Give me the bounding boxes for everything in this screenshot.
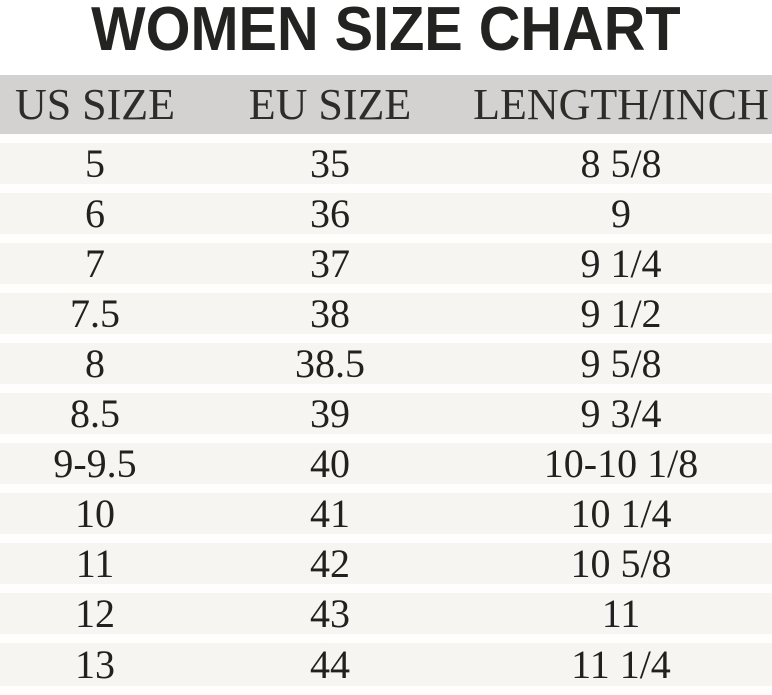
table-row: 7 37 9 1/4	[0, 234, 772, 284]
table-cell: 11 1/4	[571, 641, 671, 687]
table-cell: 9-9.5	[53, 440, 137, 486]
table-cell: 44	[310, 641, 350, 687]
table-cell: 37	[310, 240, 350, 286]
table-cell: 10	[75, 490, 115, 536]
table-cell: 10 1/4	[570, 490, 672, 536]
table-cell: 6	[85, 190, 105, 236]
table-row: 9-9.5 40 10-10 1/8	[0, 434, 772, 484]
table-cell: 10 5/8	[570, 540, 672, 586]
table-cell: 9	[611, 190, 631, 236]
table-row: 11 42 10 5/8	[0, 534, 772, 584]
table-cell: 9 1/4	[580, 240, 662, 286]
table-cell: 7	[85, 240, 105, 286]
table-cell: 38.5	[295, 340, 365, 386]
table-cell: 38	[310, 290, 350, 336]
table-row: 8.5 39 9 3/4	[0, 384, 772, 434]
table-cell: 5	[85, 140, 105, 186]
table-row: 13 44 11 1/4	[0, 634, 772, 686]
table-cell: 7.5	[70, 290, 120, 336]
table-cell: 13	[75, 641, 115, 687]
table-cell: 9 3/4	[580, 390, 662, 436]
table-cell: 9 1/2	[580, 290, 662, 336]
title-band: WOMEN SIZE CHART	[0, 0, 772, 75]
table-cell: 42	[310, 540, 350, 586]
table-row: 8 38.5 9 5/8	[0, 334, 772, 384]
table-cell: 35	[310, 140, 350, 186]
table-cell: 39	[310, 390, 350, 436]
table-row: 6 36 9	[0, 184, 772, 234]
table-row: 7.5 38 9 1/2	[0, 284, 772, 334]
table-cell: 40	[310, 440, 350, 486]
table-cell: 10-10 1/8	[543, 440, 699, 486]
table-cell: 41	[310, 490, 350, 536]
table-row: 12 43 11	[0, 584, 772, 634]
table-body: 5 35 8 5/8 6 36 9 7 37 9 1/4 7.5 38 9 1/2 8 38.5 9 5/8…	[0, 134, 772, 686]
column-header-us-size: US SIZE	[14, 79, 176, 129]
table-cell: 11	[601, 590, 641, 636]
table-cell: 9 5/8	[580, 340, 662, 386]
column-header-length-inch: LENGTH/INCH	[473, 79, 769, 129]
table-row: 5 35 8 5/8	[0, 134, 772, 184]
table-header-row: US SIZE EU SIZE LENGTH/INCH	[0, 75, 772, 134]
table-cell: 8 5/8	[580, 140, 662, 186]
table-cell: 36	[310, 190, 350, 236]
table-cell: 11	[75, 540, 115, 586]
page-title: WOMEN SIZE CHART	[91, 0, 681, 64]
table-cell: 43	[310, 590, 350, 636]
table-row: 10 41 10 1/4	[0, 484, 772, 534]
table-cell: 8.5	[70, 390, 120, 436]
table-cell: 12	[75, 590, 115, 636]
table-cell: 8	[85, 340, 105, 386]
column-header-eu-size: EU SIZE	[248, 79, 412, 129]
